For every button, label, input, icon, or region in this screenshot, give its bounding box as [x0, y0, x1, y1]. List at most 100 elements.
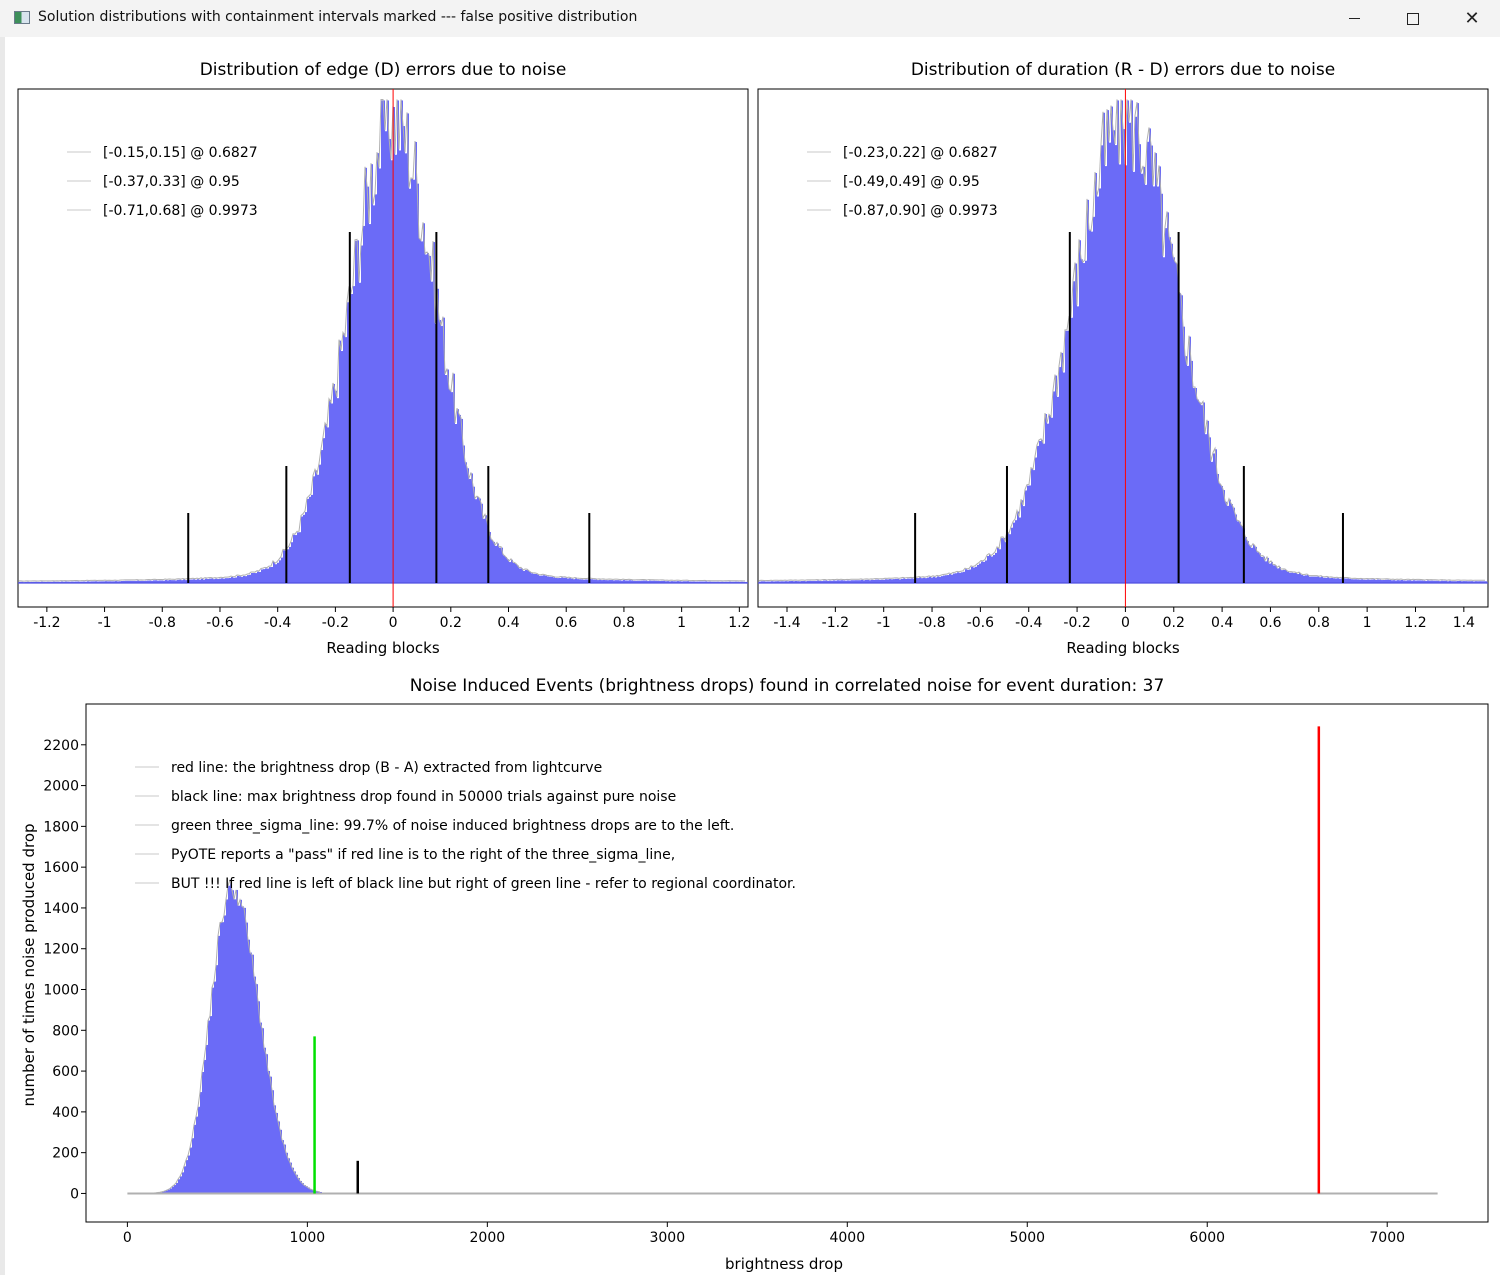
histogram-bar [613, 580, 615, 583]
histogram-bar [569, 578, 571, 583]
histogram-bar [260, 1022, 262, 1194]
histogram-bar [288, 1158, 290, 1194]
histogram-bar [251, 573, 253, 583]
close-button[interactable]: ✕ [1449, 0, 1495, 37]
histogram-bar [699, 581, 701, 583]
histogram-bar [1471, 581, 1473, 583]
histogram-bar [283, 550, 285, 583]
histogram-bar [245, 576, 247, 583]
histogram-bar [729, 581, 731, 583]
histogram-bar [521, 568, 523, 583]
histogram-bar [375, 194, 377, 584]
histogram-bar [617, 580, 619, 583]
histogram-bar [761, 581, 763, 583]
histogram-bar [769, 581, 771, 583]
histogram-bar [1181, 295, 1183, 583]
histogram-bar [226, 899, 228, 1194]
histogram-bar [310, 1188, 312, 1194]
histogram-bar [1103, 112, 1105, 584]
histogram-bar [619, 580, 621, 583]
histogram-bar [867, 579, 869, 583]
histogram-bar [457, 409, 459, 583]
histogram-bar [467, 468, 469, 583]
histogram-bar [1427, 580, 1429, 583]
histogram-bar [1277, 568, 1279, 583]
histogram-bar [291, 542, 293, 583]
histogram-bar [907, 578, 909, 583]
histogram-bar [623, 580, 625, 583]
histogram-bar [655, 580, 657, 583]
histogram-bar [1327, 577, 1329, 583]
legend-entry: BUT !!! If red line is left of black lin… [171, 876, 796, 892]
histogram-bar [367, 186, 369, 583]
histogram-bar [1111, 106, 1113, 583]
histogram-bar [677, 581, 679, 583]
histogram-bar [1269, 563, 1271, 583]
histogram-bar [987, 556, 989, 583]
histogram-bar [955, 573, 957, 583]
legend-entry: [-0.87,0.90] @ 0.9973 [843, 203, 998, 219]
histogram-bar [585, 579, 587, 583]
histogram-bar [683, 581, 685, 583]
histogram-bar [1195, 388, 1197, 583]
histogram-bar [244, 907, 246, 1194]
histogram-bar [1369, 579, 1371, 583]
histogram-bar [101, 581, 103, 583]
histogram-bar [829, 580, 831, 583]
histogram-bar [190, 1147, 192, 1194]
histogram-bar [635, 580, 637, 583]
close-icon: ✕ [1464, 7, 1480, 29]
histogram-bar [1343, 578, 1345, 583]
histogram-bar [211, 578, 213, 583]
y-tick-label: 600 [52, 1064, 79, 1080]
histogram-bar [831, 580, 833, 583]
histogram-bar [789, 581, 791, 583]
x-axis-label: Reading blocks [326, 639, 439, 657]
histogram-bar [889, 579, 891, 583]
histogram-outline [18, 98, 746, 582]
histogram-bar [407, 113, 409, 583]
y-tick-label: 400 [52, 1105, 79, 1121]
histogram-bar [779, 581, 781, 583]
histogram-bar [329, 399, 331, 583]
histogram-bar [897, 578, 899, 583]
x-tick-label: -0.8 [149, 615, 176, 631]
histogram-bar [901, 578, 903, 583]
histogram-bar [299, 532, 301, 583]
histogram-bar [193, 579, 195, 583]
histogram-bar [191, 579, 193, 583]
histogram-bar [943, 575, 945, 583]
histogram-bar [491, 539, 493, 583]
histogram-bar [236, 889, 238, 1194]
histogram-bar [225, 578, 227, 583]
minimize-button[interactable] [1331, 0, 1377, 37]
histogram-bar [1019, 517, 1021, 583]
histogram-bar [1223, 490, 1225, 583]
x-tick-label: 3000 [649, 1230, 685, 1246]
histogram-bar [657, 580, 659, 583]
histogram-bar [849, 580, 851, 583]
histogram-bar [685, 581, 687, 583]
histogram-bar [139, 580, 141, 583]
histogram-bar [931, 577, 933, 583]
histogram-bar [533, 573, 535, 583]
histogram-bar [198, 1106, 200, 1194]
histogram-bar [697, 581, 699, 583]
maximize-button[interactable] [1390, 0, 1436, 37]
histogram-bar [61, 581, 63, 583]
histogram-bar [1179, 293, 1181, 583]
histogram-bar [1233, 507, 1235, 583]
histogram-bar [917, 578, 919, 583]
histogram-bar [497, 543, 499, 583]
histogram-bar [1411, 580, 1413, 583]
histogram-bar [865, 579, 867, 583]
histogram-bar [266, 1054, 268, 1194]
histogram-bar [1425, 580, 1427, 583]
histogram-bar [861, 579, 863, 583]
histogram-bar [1359, 579, 1361, 583]
histogram-bar [1217, 473, 1219, 583]
histogram-bar [327, 427, 329, 583]
histogram-bar [313, 476, 315, 583]
histogram-bar [483, 518, 485, 583]
